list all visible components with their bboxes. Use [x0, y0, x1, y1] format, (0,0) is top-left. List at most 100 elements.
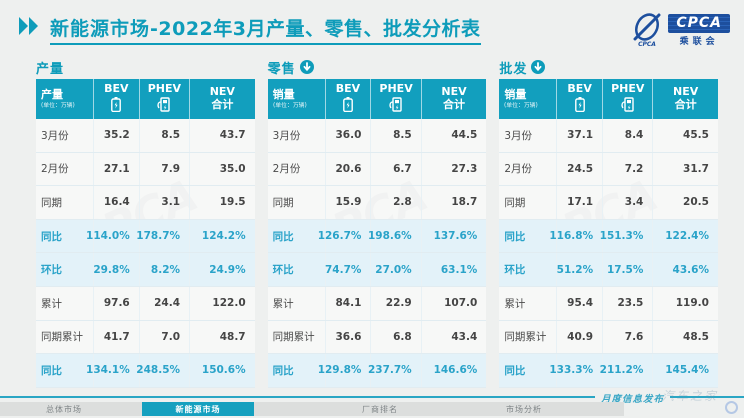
cell-value: 44.5: [420, 119, 487, 152]
battery-icon: [111, 96, 122, 116]
cell-value: 48.5: [652, 320, 718, 354]
cell-value: 124.2%: [189, 219, 255, 253]
tab-market-analysis[interactable]: 市场分析: [506, 404, 542, 414]
table-row: 环比 29.8% 8.2% 24.9%: [36, 253, 255, 287]
cell-value: 63.1%: [420, 253, 487, 286]
cpca-name: 乘联会: [679, 36, 719, 47]
row-label: 同期: [41, 196, 62, 209]
cell-value: 17.1: [556, 186, 602, 219]
row-label: 3月份: [41, 129, 69, 142]
row-label: 同比: [504, 230, 526, 243]
cell-value: 27.1: [92, 152, 139, 186]
cell-value: 122.0: [189, 286, 255, 320]
down-arrow-icon: [531, 60, 546, 74]
cell-value: 6.8: [370, 320, 420, 354]
header-phev-cell: PHEV: [370, 79, 420, 119]
svg-text:CPCA: CPCA: [638, 41, 656, 48]
measure-label: 销量: [272, 87, 295, 101]
corner-logo-watermark: [725, 401, 738, 414]
cell-value: 24.9%: [189, 253, 255, 286]
cell-value: 45.5: [652, 119, 718, 152]
row-label: 3月份: [504, 129, 533, 142]
footer-note: 月度信息发布: [594, 391, 670, 405]
cell-value: 51.2%: [556, 253, 602, 286]
row-label: 同比: [41, 230, 62, 243]
unit-label: (单位：万辆): [272, 101, 307, 109]
cell-value: 18.7: [420, 186, 487, 219]
row-label: 同期累计: [504, 331, 547, 344]
row-label: 累计: [504, 297, 526, 310]
table-row: 环比 51.2% 17.5% 43.6%: [499, 253, 719, 287]
header-bev-cell: BEV: [92, 79, 139, 119]
battery-icon: [343, 96, 353, 116]
header-measure-cell: 销量 (单位：万辆): [268, 79, 325, 119]
table-row: 同期 15.9 2.8 18.7: [267, 186, 487, 220]
cell-value: 178.7%: [136, 219, 189, 253]
table-header: 产量 (单位：万辆) BEV PHEV NEV 合计: [36, 79, 255, 119]
table-row: 同比 129.8% 237.7% 146.6%: [267, 354, 487, 388]
table-row: 同比 126.7% 198.6% 137.6%: [267, 219, 487, 254]
cell-value: 146.6%: [420, 354, 487, 387]
charger-icon: [388, 96, 404, 116]
cell-value: 151.3%: [600, 219, 652, 253]
cell-value: 22.9: [370, 286, 420, 320]
measure-label: 产量: [41, 87, 63, 101]
table-row: 同比 116.8% 151.3% 122.4%: [499, 219, 719, 254]
cell-value: 29.8%: [92, 253, 139, 286]
tab-nev-market[interactable]: 新能源市场: [142, 402, 254, 416]
cell-value: 237.7%: [368, 354, 420, 387]
cell-value: 43.4: [420, 320, 487, 354]
cell-value: 36.6: [324, 320, 371, 354]
tab-overall-market[interactable]: 总体市场: [46, 404, 82, 414]
row-label: 同期: [504, 196, 526, 209]
cell-value: 6.7: [370, 152, 420, 186]
cell-value: 40.9: [556, 320, 602, 354]
header-measure-cell: 销量 (单位：万辆): [499, 79, 556, 119]
row-label: 2月份: [41, 163, 69, 176]
cell-value: 3.1: [138, 186, 189, 219]
row-label: 同比: [41, 364, 62, 377]
header-bev-cell: BEV: [324, 79, 371, 119]
table-body: 3月份 37.1 8.4 45.5 2月份 24.5 7.2 31.7 同期 17.1 3.4 20.…: [499, 119, 719, 388]
row-label: 2月份: [272, 163, 301, 176]
table-header: 销量 (单位：万辆) BEV PHEV NEV 合计: [499, 79, 719, 119]
cpca-logo: CPCA CPCA 乘联会: [631, 12, 734, 48]
header-phev-cell: PHEV: [602, 79, 652, 119]
header-bev-cell: BEV: [556, 79, 602, 119]
cell-value: 23.5: [602, 286, 652, 320]
row-label: 同比: [272, 230, 294, 243]
table-row: 3月份 36.0 8.5 44.5: [267, 119, 487, 153]
cpca-swoosh-icon: CPCA: [633, 13, 661, 48]
cell-value: 35.2: [92, 119, 139, 152]
row-label: 环比: [272, 264, 294, 277]
charger-icon: [620, 96, 636, 116]
cell-value: 129.8%: [318, 354, 371, 387]
cell-value: 41.7: [92, 320, 139, 354]
tab-oem-ranking[interactable]: 厂商排名: [362, 404, 398, 414]
tables-area: CPCA CPCA CPCA 产量 产量 (单位：万辆) BEV: [0, 54, 744, 388]
cell-value: 7.2: [602, 152, 652, 186]
cell-value: 36.0: [324, 119, 371, 152]
cell-value: 114.0%: [86, 219, 139, 253]
table-row: 同期累计 41.7 7.0 48.7: [36, 320, 255, 355]
unit-label: (单位：万辆): [504, 101, 539, 109]
table-row: 同期累计 40.9 7.6 48.5: [499, 320, 719, 355]
row-label: 同期累计: [272, 331, 315, 344]
cell-value: 20.5: [652, 186, 718, 219]
double-chevron-icon: [18, 16, 44, 40]
row-label: 同比: [272, 364, 294, 377]
row-label: 同比: [504, 364, 526, 377]
cell-value: 116.8%: [549, 219, 602, 253]
table-row: 2月份 20.6 6.7 27.3: [267, 152, 487, 187]
row-label: 累计: [41, 297, 62, 310]
cell-value: 133.3%: [549, 354, 602, 387]
cell-value: 7.0: [138, 320, 189, 354]
table-row: 3月份 35.2 8.5 43.7: [36, 119, 255, 153]
cell-value: 211.2%: [600, 354, 652, 387]
cell-value: 95.4: [556, 286, 602, 320]
cell-value: 8.2%: [138, 253, 189, 286]
table-row: 累计 95.4 23.5 119.0: [499, 286, 719, 321]
retail-table: 零售 销量 (单位：万辆) BEV PHEV: [267, 58, 487, 388]
table-row: 3月份 37.1 8.4 45.5: [499, 119, 719, 153]
